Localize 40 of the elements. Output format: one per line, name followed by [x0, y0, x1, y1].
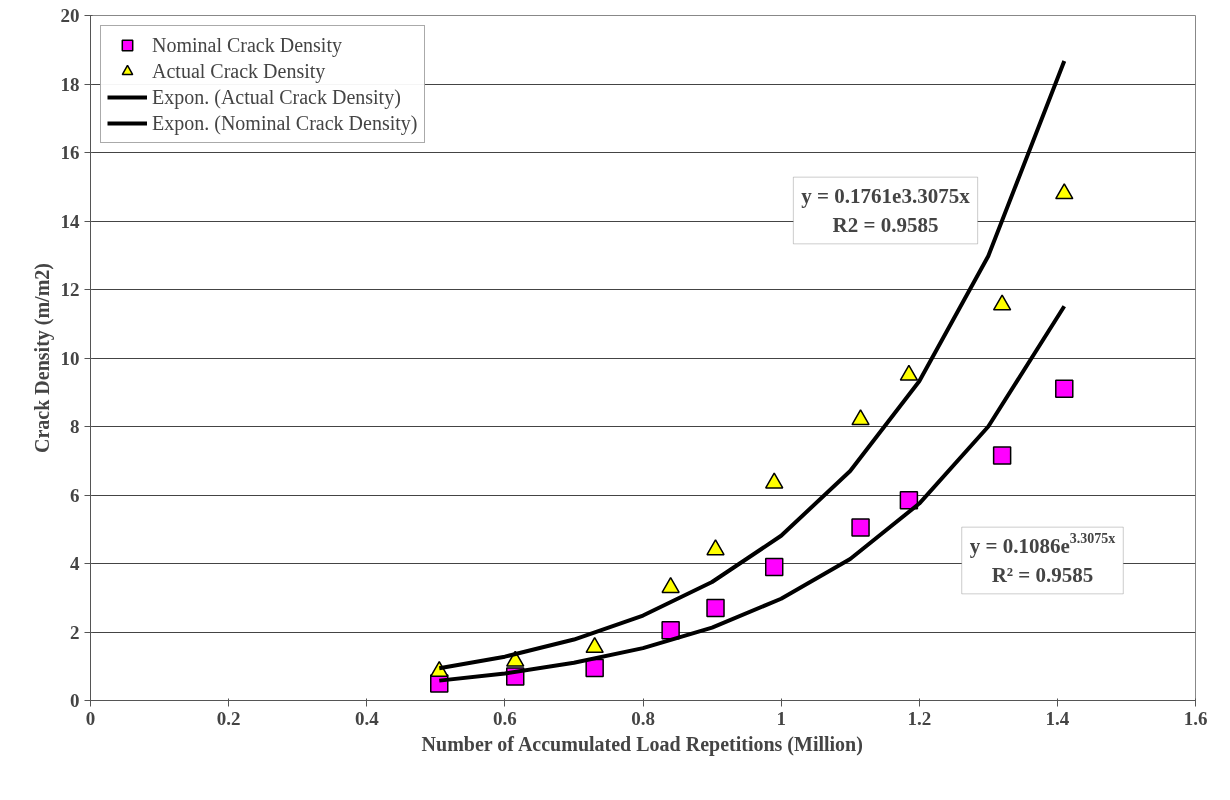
x-tick-label: 0.6	[493, 707, 517, 729]
y-tick-label: 8	[70, 416, 80, 437]
point	[851, 518, 870, 537]
point	[764, 557, 784, 577]
point	[764, 472, 784, 489]
x-tick-label: 1.2	[907, 707, 932, 729]
x-tick-label: 0	[85, 707, 96, 729]
x-tick-label: 0.8	[631, 707, 655, 729]
y-tick-label: 20	[60, 5, 80, 26]
x-tick-label: 1.4	[1045, 707, 1070, 729]
point	[661, 621, 680, 640]
legend-label: Nominal Crack Density	[152, 32, 342, 58]
legend-label: Expon. (Nominal Crack Density)	[152, 110, 418, 136]
legend-label: Actual Crack Density	[152, 58, 326, 84]
y-tick-label: 14	[60, 210, 80, 232]
y-tick-label: 12	[60, 279, 80, 300]
point	[1055, 183, 1074, 200]
y-tick-label: 18	[60, 73, 80, 95]
annotation: y = 0.1761e3.3075x R2 = 0.9585	[801, 184, 971, 237]
y-axis-title: Crack Density (m/m2)	[30, 263, 54, 453]
point	[706, 539, 725, 556]
y-tick-label: 6	[70, 484, 80, 506]
x-tick-label: 1	[776, 707, 786, 729]
x-tick-label: 0.4	[354, 707, 380, 729]
point	[899, 364, 919, 381]
point	[851, 409, 870, 426]
x-tick-label: 0.2	[216, 707, 241, 729]
point	[992, 446, 1012, 465]
point	[585, 658, 604, 678]
y-tick-label: 4	[70, 553, 80, 574]
point	[1055, 379, 1074, 399]
point	[992, 294, 1012, 311]
legend-label: Expon. (Actual Crack Density)	[152, 84, 401, 110]
x-axis-title: Number of Accumulated Load Repetitions (Million)	[421, 732, 863, 756]
x-tick-label: 1.6	[1183, 707, 1208, 729]
y-tick-label: 2	[70, 621, 80, 643]
point	[706, 598, 725, 618]
y-tick-label: 10	[60, 347, 80, 369]
y-tick-label: 0	[70, 690, 80, 711]
y-tick-label: 16	[60, 142, 80, 163]
